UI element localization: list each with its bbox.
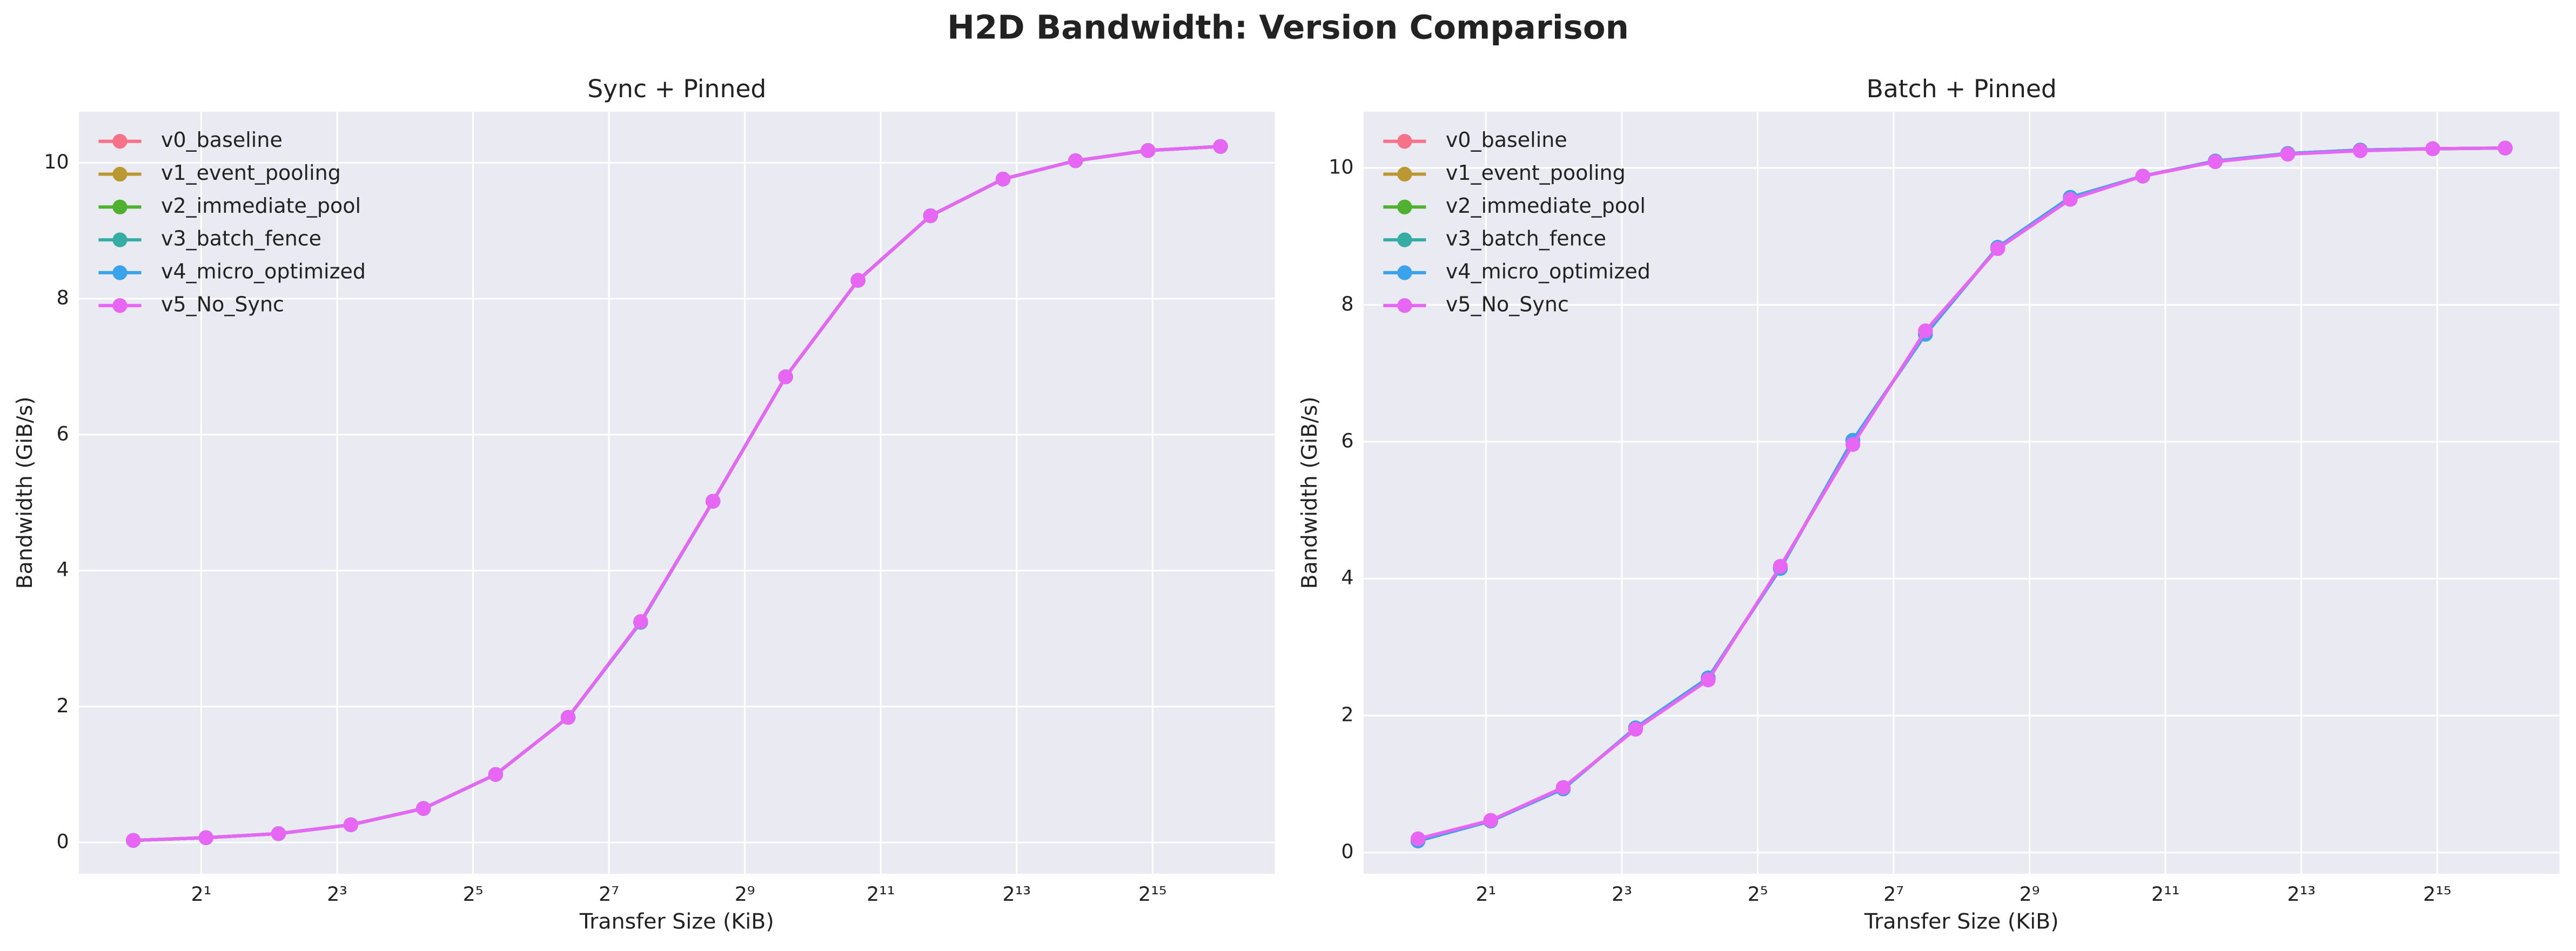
plot-area (78, 111, 1275, 874)
x-tick-label: 2⁷ (599, 882, 619, 906)
data-point (416, 801, 431, 816)
y-tick-label: 4 (57, 558, 69, 581)
x-axis-label: Transfer Size (KiB) (1864, 909, 2059, 934)
legend-label: v4_micro_optimized (1446, 259, 1651, 283)
data-point (1555, 780, 1571, 795)
y-tick-label: 4 (1341, 566, 1353, 589)
subplot-title: Sync + Pinned (587, 75, 766, 103)
legend-marker (112, 134, 128, 149)
x-tick-label: 2¹ (191, 882, 212, 906)
data-point (2498, 140, 2513, 156)
x-tick-label: 2¹¹ (867, 882, 895, 906)
legend-label: v4_micro_optimized (161, 259, 366, 283)
subplot-title: Batch + Pinned (1867, 75, 2057, 103)
data-point (1990, 241, 2005, 257)
legend-label: v2_immediate_pool (1446, 194, 1646, 218)
data-point (2063, 192, 2078, 207)
y-tick-label: 0 (57, 830, 69, 853)
data-point (2135, 168, 2150, 184)
y-axis-label: Bandwidth (GiB/s) (12, 396, 37, 589)
data-point (1918, 323, 1933, 339)
legend-marker (112, 199, 128, 215)
data-point (778, 369, 793, 385)
data-point (2208, 154, 2223, 170)
plot-area (1363, 111, 2560, 874)
legend-label: v2_immediate_pool (161, 194, 361, 218)
data-point (1141, 143, 1156, 158)
legend-marker (112, 265, 128, 280)
x-tick-label: 2¹ (1475, 882, 1496, 906)
legend-marker (1397, 232, 1412, 247)
y-tick-label: 2 (57, 694, 69, 717)
legend-marker (1397, 265, 1412, 280)
data-point (1483, 813, 1498, 828)
figure-title: H2D Bandwidth: Version Comparison (947, 9, 1629, 47)
data-point (2280, 146, 2296, 162)
y-tick-label: 8 (1341, 292, 1353, 315)
legend-label: v1_event_pooling (161, 161, 341, 185)
data-point (560, 710, 576, 725)
series-line (133, 145, 1221, 842)
y-tick-label: 2 (1341, 703, 1353, 726)
legend-label: v1_event_pooling (1446, 161, 1626, 185)
data-point (1068, 153, 1083, 168)
y-tick-label: 10 (1329, 155, 1353, 178)
data-point (706, 494, 721, 509)
y-tick-label: 8 (57, 286, 69, 309)
legend-marker (1397, 298, 1412, 313)
legend-label: v0_baseline (161, 128, 283, 152)
subplot: Sync + Pinned Transfer Size (KiB) Bandwidt… (12, 75, 1275, 934)
x-tick-label: 2³ (1612, 882, 1632, 906)
data-point (126, 833, 141, 848)
x-tick-label: 2¹⁵ (1138, 882, 1166, 906)
subplot: Batch + Pinned Transfer Size (KiB) Bandwid… (1297, 75, 2560, 934)
x-tick-label: 2⁵ (1748, 882, 1768, 906)
data-point (198, 830, 213, 845)
x-tick-label: 2¹¹ (2151, 882, 2179, 906)
data-point (2352, 143, 2368, 158)
x-tick-label: 2¹³ (1003, 882, 1031, 906)
x-axis-label: Transfer Size (KiB) (579, 909, 774, 934)
x-tick-label: 2⁹ (2020, 882, 2040, 906)
data-point (271, 826, 286, 841)
y-tick-label: 6 (57, 422, 69, 445)
x-tick-label: 2¹⁵ (2423, 882, 2451, 906)
legend-marker (112, 298, 128, 313)
legend-label: v3_batch_fence (161, 227, 321, 251)
data-point (1773, 559, 1788, 574)
legend-marker (1397, 199, 1412, 215)
y-axis-label: Bandwidth (GiB/s) (1297, 396, 1322, 589)
data-point (343, 817, 359, 832)
legend-label: v3_batch_fence (1446, 227, 1606, 251)
x-tick-label: 2⁹ (735, 882, 755, 906)
data-point (1701, 672, 1716, 687)
data-point (488, 767, 504, 782)
data-point (2425, 141, 2440, 157)
legend-label: v5_No_Sync (1446, 292, 1569, 316)
x-tick-label: 2⁷ (1883, 882, 1904, 906)
x-tick-label: 2³ (327, 882, 347, 906)
series-line (1417, 146, 2506, 841)
y-tick-label: 10 (44, 150, 69, 173)
y-tick-label: 0 (1341, 840, 1353, 863)
data-point (1213, 139, 1228, 154)
data-point (850, 273, 866, 288)
legend-marker (112, 232, 128, 247)
x-tick-label: 2¹³ (2287, 882, 2315, 906)
legend-label: v0_baseline (1446, 128, 1567, 152)
data-point (995, 171, 1011, 187)
y-tick-label: 6 (1341, 429, 1353, 452)
data-point (923, 208, 938, 224)
data-point (633, 614, 648, 629)
data-point (1628, 721, 1643, 737)
legend-marker (112, 166, 128, 182)
data-point (1845, 437, 1861, 452)
legend-label: v5_No_Sync (161, 292, 284, 316)
x-tick-label: 2⁵ (463, 882, 484, 906)
data-point (1410, 831, 1426, 846)
legend-marker (1397, 166, 1412, 182)
legend-marker (1397, 134, 1412, 149)
